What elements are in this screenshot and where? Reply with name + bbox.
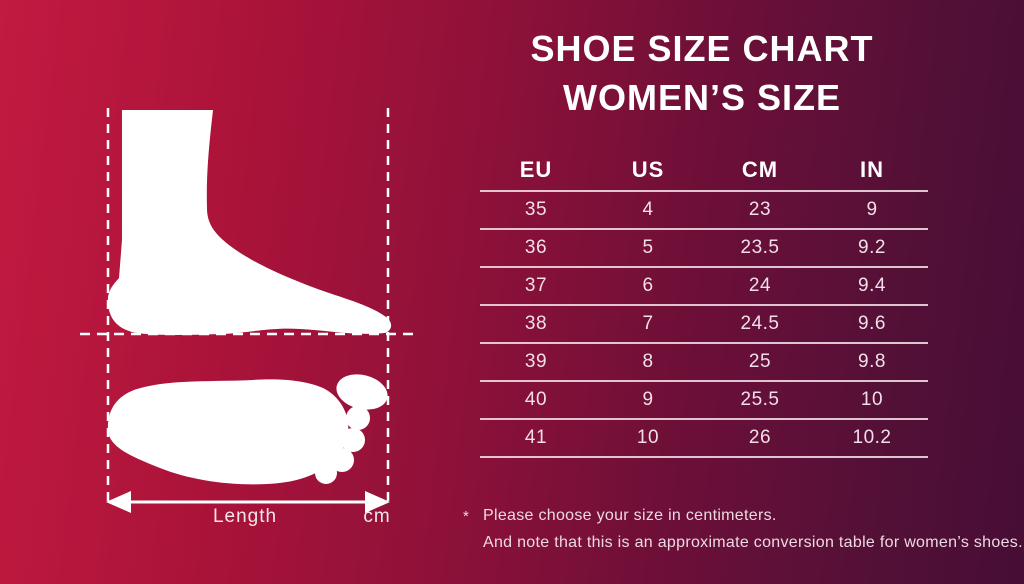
table-cell: 9.8 xyxy=(858,351,886,372)
table-cell: 38 xyxy=(524,313,548,334)
footnote-line2: And note that this is an approximate con… xyxy=(483,534,1023,551)
column-header-in: IN xyxy=(860,157,884,182)
table-cell: 10 xyxy=(636,427,660,448)
table-cell: 40 xyxy=(524,389,548,410)
table-cell: 24 xyxy=(748,275,772,296)
column-header-eu: EU xyxy=(519,157,553,182)
footnote: * Please choose your size in centimeters… xyxy=(463,502,1023,556)
page-title-line1: SHOE SIZE CHART xyxy=(530,28,874,69)
length-label: Length xyxy=(212,506,278,527)
table-cell: 5 xyxy=(642,237,654,258)
table-cell: 37 xyxy=(524,275,548,296)
table-cell: 26 xyxy=(748,427,772,448)
table-cell: 7 xyxy=(642,313,654,334)
footnote-line1: Please choose your size in centimeters. xyxy=(483,507,777,524)
table-cell: 35 xyxy=(524,199,548,220)
foot-measurement-diagram xyxy=(80,108,418,513)
table-cell: 9 xyxy=(642,389,654,410)
table-cell: 6 xyxy=(642,275,654,296)
column-header-cm: CM xyxy=(741,157,779,182)
table-row: 37 6 24 9.4 xyxy=(480,266,928,304)
table-cell: 9.2 xyxy=(858,237,886,258)
cm-unit-label: cm xyxy=(363,506,391,527)
table-cell: 36 xyxy=(524,237,548,258)
table-cell: 9.4 xyxy=(858,275,886,296)
table-row: 35 4 23 9 xyxy=(480,190,928,228)
table-row: 40 9 25.5 10 xyxy=(480,380,928,418)
table-cell: 24.5 xyxy=(740,313,780,334)
table-row: 41 10 26 10.2 xyxy=(480,418,928,458)
table-cell: 10 xyxy=(860,389,884,410)
table-cell: 23 xyxy=(748,199,772,220)
table-cell: 8 xyxy=(642,351,654,372)
table-cell: 4 xyxy=(642,199,654,220)
table-row: 36 5 23.5 9.2 xyxy=(480,228,928,266)
table-row: 38 7 24.5 9.6 xyxy=(480,304,928,342)
table-cell: 25.5 xyxy=(740,389,780,410)
table-cell: 23.5 xyxy=(740,237,780,258)
foot-side-silhouette-icon xyxy=(107,110,392,335)
table-cell: 41 xyxy=(524,427,548,448)
page-title-line2: WOMEN’S SIZE xyxy=(562,77,841,118)
table-cell: 25 xyxy=(748,351,772,372)
column-header-us: US xyxy=(631,157,665,182)
page-title: SHOE SIZE CHART WOMEN’S SIZE xyxy=(460,24,944,122)
table-cell: 10.2 xyxy=(852,427,892,448)
table-cell: 9.6 xyxy=(858,313,886,334)
table-row: 39 8 25 9.8 xyxy=(480,342,928,380)
table-cell: 9 xyxy=(866,199,878,220)
size-conversion-table: EU US CM IN 35 4 23 9 36 5 23.5 9.2 37 6… xyxy=(480,150,928,458)
length-arrow xyxy=(106,491,390,513)
footnote-lines: Please choose your size in centimeters. … xyxy=(483,502,1023,556)
footprint-silhouette-icon xyxy=(107,374,388,485)
table-cell: 39 xyxy=(524,351,548,372)
footnote-asterisk: * xyxy=(463,508,470,525)
table-header-row: EU US CM IN xyxy=(480,150,928,190)
